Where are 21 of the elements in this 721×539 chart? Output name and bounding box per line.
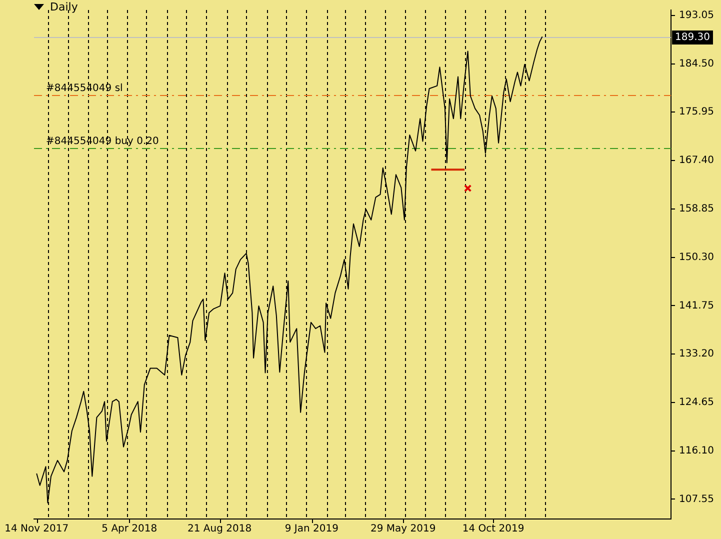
ref-line-label: #844554049 sl [46,83,123,94]
x-tick-label: 29 May 2019 [370,524,436,535]
y-tick-label: 141.75 [679,300,714,312]
x-tick-label: 9 Jan 2019 [284,524,338,535]
y-tick-label: 133.20 [679,348,714,360]
x-tick-label: 21 Aug 2018 [188,524,252,535]
chart-title: Daily [50,0,78,14]
x-tick-label: 14 Oct 2019 [462,524,524,535]
x-tick-label: 5 Apr 2018 [102,524,158,535]
y-tick-label: 150.30 [679,252,714,263]
x-tick-label: 14 Nov 2017 [4,524,69,535]
y-tick-label: 193.05 [679,10,714,21]
y-tick-label: 175.95 [679,106,714,118]
y-tick-label: 184.50 [679,58,714,70]
y-tick-label: 124.65 [679,397,714,408]
ref-line-label: 189.30 [675,32,710,44]
y-tick-label: 167.40 [679,155,714,166]
y-tick-label: 116.10 [679,445,714,456]
y-tick-label: 158.85 [679,203,714,214]
ref-line-label: #844554049 buy 0.20 [46,136,159,148]
y-tick-label: 107.55 [679,494,714,505]
